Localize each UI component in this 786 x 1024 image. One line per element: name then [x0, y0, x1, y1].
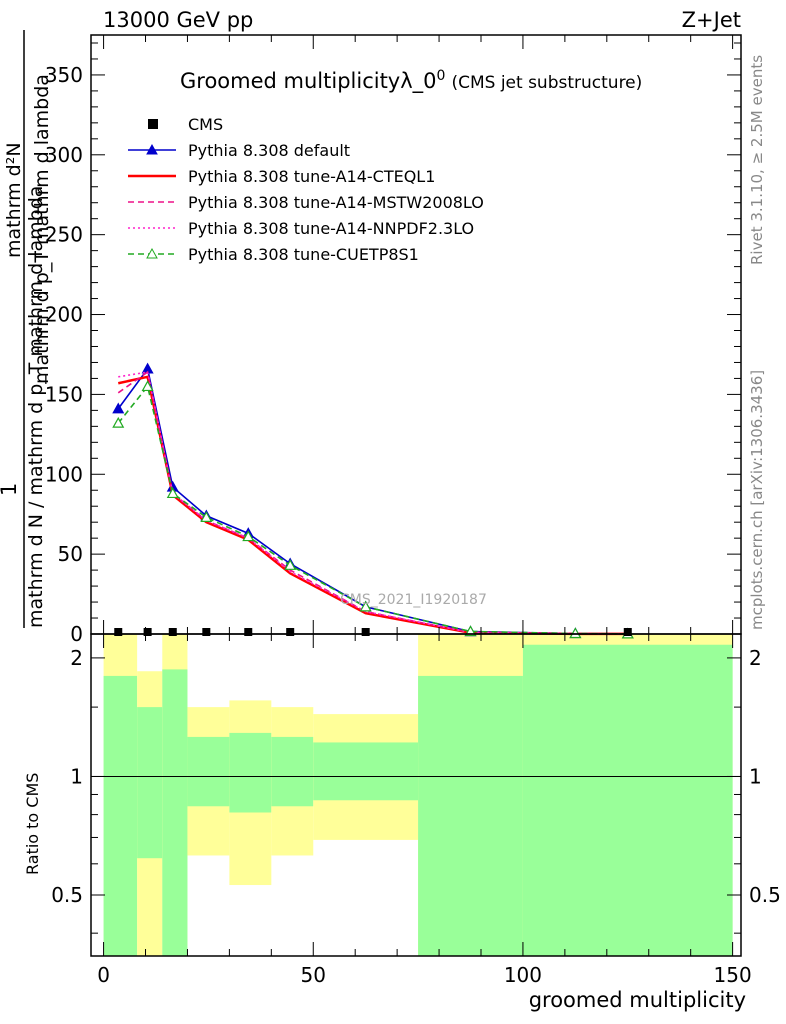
legend-label-5: Pythia 8.308 tune-CUETP8S1 [188, 245, 419, 264]
xtick-label-2: 100 [504, 963, 542, 987]
cms-point-1 [143, 628, 152, 636]
series-marker-4-3 [200, 511, 213, 522]
series-line-2 [117, 370, 628, 635]
rtick-label-right-1: 1 [749, 764, 762, 788]
plot-title-suffix: (CMS jet substructure) [451, 73, 642, 93]
analysis-watermark: CMS_2021_I1920187 [340, 592, 487, 608]
xtick-label-1: 50 [301, 963, 326, 987]
ytick-label-7: 350 [45, 63, 83, 87]
ytick-label-4: 200 [45, 303, 83, 327]
rtick-label-left-2: 2 [70, 646, 83, 670]
cms-point-7 [623, 628, 632, 636]
plot-title: Groomed multiplicityλ_00 (CMS jet substru… [180, 68, 642, 94]
legend-marker-0 [148, 119, 158, 129]
cms-point-5 [286, 628, 295, 636]
ytick-label-0: 0 [70, 622, 83, 646]
process-label: Z+Jet [682, 8, 741, 32]
legend-marker-5 [146, 247, 158, 259]
ratio-green-band-0 [103, 675, 138, 956]
legend: CMS Pythia 8.308 default Pythia 8.308 tune… [128, 115, 484, 264]
ratio-plot-frame [90, 633, 742, 957]
plot-title-sup: 0 [437, 68, 446, 84]
series-marker-4-8 [569, 627, 582, 639]
cms-point-2 [168, 628, 177, 636]
ylabel-top-dpt: mathrm d p_T mathrm d lambda [31, 74, 53, 384]
xtick-label-0: 0 [97, 963, 110, 987]
ytick-label-5: 250 [45, 223, 83, 247]
plot-title-main: Groomed multiplicityλ_0 [180, 69, 437, 94]
mcplots-label: mcplots.cern.ch [arXiv:1306.3436] [748, 370, 766, 630]
series-marker-4-0 [112, 416, 125, 428]
legend-label-2: Pythia 8.308 tune-A14-CTEQL1 [188, 167, 435, 186]
ratio-green-band-4 [229, 732, 272, 813]
rtick-label-right-2: 2 [749, 646, 762, 670]
ytick-label-2: 100 [45, 462, 83, 486]
ytick-label-3: 150 [45, 382, 83, 406]
ytick-label-6: 300 [45, 143, 83, 167]
rtick-label-right-0: 0.5 [749, 883, 781, 907]
cms-point-6 [361, 628, 370, 636]
ytick-label-1: 50 [58, 542, 83, 566]
legend-label-3: Pythia 8.308 tune-A14-MSTW2008LO [188, 193, 484, 212]
legend-label-4: Pythia 8.308 tune-A14-NNPDF2.3LO [188, 219, 474, 238]
ratio-green-band-1 [137, 707, 163, 859]
legend-label-0: CMS [188, 115, 223, 134]
series-marker-4-5 [284, 559, 297, 570]
cms-point-3 [202, 628, 211, 636]
ratio-green-band-7 [418, 675, 523, 956]
rivet-label: Rivet 3.1.10, ≥ 2.5M events [748, 55, 766, 265]
series-marker-0-0 [112, 402, 125, 414]
rtick-label-left-1: 1 [70, 764, 83, 788]
series-marker-4-7 [464, 625, 477, 637]
cms-point-0 [114, 628, 123, 636]
ratio-green-band-8 [522, 644, 733, 956]
series-marker-4-4 [242, 530, 255, 542]
ratio-green-band-2 [162, 669, 188, 956]
ylabel-bottom: mathrm d N / mathrm d p_T mathrm d lambd… [25, 186, 47, 628]
legend-label-1: Pythia 8.308 default [188, 141, 350, 160]
x-axis-label: groomed multiplicity [529, 988, 746, 1012]
series-marker-4-6 [359, 600, 372, 612]
energy-label: 13000 GeV pp [103, 8, 253, 32]
ylabel-top-num: 1 [0, 483, 21, 496]
cms-point-4 [244, 628, 253, 636]
ratio-green-band-5 [271, 736, 314, 807]
xtick-label-3: 150 [714, 963, 752, 987]
ratio-green-band-3 [187, 736, 230, 807]
rtick-label-left-0: 0.5 [51, 883, 83, 907]
legend-marker-1 [146, 143, 158, 155]
ratio-green-band-6 [313, 742, 419, 801]
ylabel-top-d2n: mathrm d²N [3, 142, 25, 258]
ratio-ylabel: Ratio to CMS [23, 773, 42, 875]
series-marker-4-1 [141, 380, 154, 392]
series-marker-4-2 [166, 487, 179, 499]
